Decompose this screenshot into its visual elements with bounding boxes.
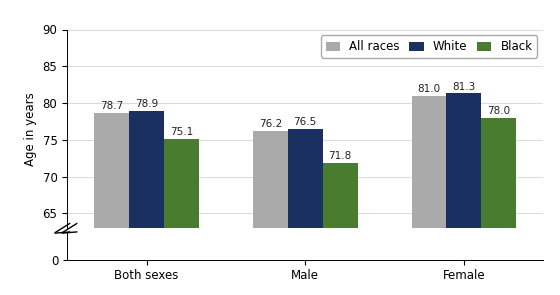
Bar	[94, 113, 129, 295]
Text: 75.1: 75.1	[170, 127, 193, 137]
Bar	[412, 96, 446, 295]
Bar	[288, 129, 323, 295]
Y-axis label: Age in years: Age in years	[24, 92, 37, 165]
Text: 76.5: 76.5	[293, 117, 317, 127]
Bar	[481, 118, 516, 295]
Text: 71.8: 71.8	[329, 151, 352, 161]
Bar	[446, 94, 481, 295]
Bar	[253, 131, 288, 295]
Bar	[129, 111, 164, 295]
Text: 81.3: 81.3	[452, 82, 475, 92]
Bar	[323, 163, 357, 295]
Legend: All races, White, Black: All races, White, Black	[321, 35, 537, 58]
Text: 78.9: 78.9	[135, 99, 158, 109]
Text: 78.7: 78.7	[100, 101, 123, 111]
Text: 78.0: 78.0	[487, 106, 510, 116]
Bar	[164, 139, 199, 295]
Text: 76.2: 76.2	[259, 119, 282, 129]
Text: 81.0: 81.0	[417, 84, 441, 94]
